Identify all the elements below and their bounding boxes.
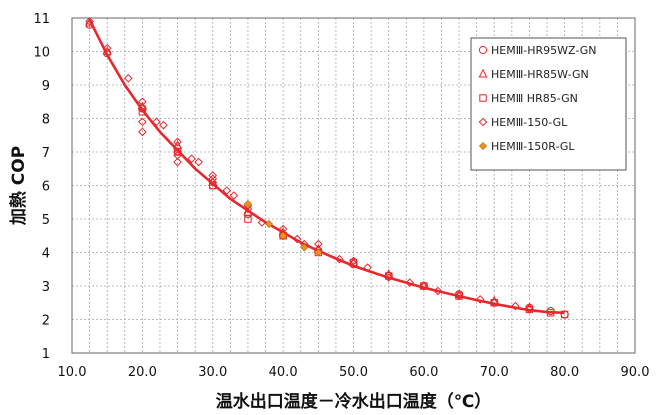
- x-tick-label: 30.0: [198, 365, 227, 380]
- data-points: [85, 17, 569, 319]
- data-point: [102, 43, 112, 53]
- data-point: [384, 268, 394, 278]
- y-tick-label: 9: [42, 79, 50, 94]
- data-point: [489, 298, 499, 308]
- data-point: [229, 191, 239, 200]
- data-point: [279, 231, 288, 240]
- x-tick-label: 50.0: [339, 365, 368, 380]
- data-point: [222, 186, 232, 195]
- data-point: [349, 258, 358, 267]
- data-point: [85, 17, 95, 27]
- data-point: [243, 209, 253, 219]
- data-point: [511, 301, 520, 311]
- legend-marker: [478, 68, 488, 78]
- data-point: [384, 272, 393, 280]
- trendline-path: [88, 19, 565, 315]
- legend-label: HEMⅢ-HR95WZ-GN: [491, 44, 597, 57]
- legend: HEMⅢ-HR95WZ-GN HEMⅢ-HR85W-GN HEMⅢ HR85-GN H…: [470, 37, 627, 171]
- data-point: [85, 20, 94, 29]
- data-point: [314, 239, 323, 249]
- data-point: [187, 154, 196, 164]
- y-tick-label: 10: [33, 46, 50, 61]
- legend-marker: [478, 45, 488, 55]
- y-tick-label: 11: [33, 12, 50, 27]
- data-point: [335, 254, 344, 264]
- data-point: [173, 147, 182, 157]
- y-tick-label: 6: [42, 180, 50, 195]
- y-tick-label: 8: [42, 113, 50, 128]
- data-point: [103, 49, 112, 58]
- data-point: [525, 305, 534, 314]
- data-point: [257, 218, 267, 227]
- data-point: [292, 234, 302, 244]
- data-point: [475, 295, 485, 304]
- data-point: [243, 204, 253, 214]
- data-point: [159, 120, 168, 130]
- data-point: [173, 157, 182, 167]
- legend-box: [470, 37, 627, 171]
- legend-label: HEMⅢ HR85-GN: [491, 92, 578, 105]
- data-point: [123, 73, 133, 83]
- data-point: [314, 248, 323, 257]
- legend-label: HEMⅢ-150-GL: [491, 116, 568, 129]
- data-point: [363, 263, 372, 272]
- y-tick-label: 4: [42, 247, 50, 262]
- x-tick-label: 10.0: [58, 365, 87, 380]
- x-tick-label: 40.0: [269, 365, 298, 380]
- data-point: [138, 117, 147, 127]
- data-point: [384, 273, 393, 282]
- trendline: [88, 19, 565, 315]
- data-point: [194, 157, 203, 167]
- data-point: [138, 108, 147, 116]
- x-axis-ticks: 10.0 20.0 30.0 40.0 50.0 60.0 70.0 80.0 90.0: [58, 365, 650, 380]
- y-axis-title: 加熱 COP: [8, 146, 29, 226]
- data-point: [560, 310, 569, 319]
- data-point: [208, 174, 218, 184]
- data-point: [546, 309, 555, 317]
- data-point: [419, 281, 429, 291]
- y-tick-label: 1: [42, 347, 50, 362]
- data-point: [208, 177, 218, 187]
- data-point: [300, 243, 309, 252]
- x-tick-label: 60.0: [409, 365, 438, 380]
- x-tick-label: 80.0: [550, 365, 579, 380]
- data-point: [138, 104, 147, 113]
- y-tick-label: 3: [42, 280, 50, 295]
- legend-label: HEMⅢ-150R-GL: [491, 140, 575, 153]
- legend-marker: [478, 117, 488, 127]
- legend-marker: [479, 94, 487, 102]
- data-point: [433, 286, 443, 296]
- data-point: [244, 215, 252, 223]
- y-tick-label: 7: [42, 146, 50, 161]
- y-tick-label: 2: [42, 314, 50, 329]
- data-point: [152, 117, 161, 127]
- x-tick-label: 90.0: [621, 365, 650, 380]
- data-point: [454, 291, 464, 301]
- data-point: [102, 46, 112, 55]
- x-axis-title: 温水出口温度－冷水出口温度（℃）: [216, 391, 492, 412]
- legend-label: HEMⅢ-HR85W-GN: [491, 68, 589, 81]
- data-point: [138, 127, 147, 137]
- data-point: [265, 220, 274, 229]
- data-point: [243, 199, 252, 208]
- data-point: [85, 17, 94, 26]
- x-tick-label: 20.0: [128, 365, 157, 380]
- data-point: [405, 278, 415, 287]
- x-tick-label: 70.0: [480, 365, 509, 380]
- y-tick-label: 5: [42, 213, 50, 228]
- plot-frame: [71, 17, 636, 354]
- data-point: [349, 256, 358, 266]
- legend-marker: [478, 141, 488, 151]
- data-point: [173, 137, 182, 147]
- y-axis-ticks: 1 2 3 4 5 6 7 8 9 10 11: [33, 12, 50, 362]
